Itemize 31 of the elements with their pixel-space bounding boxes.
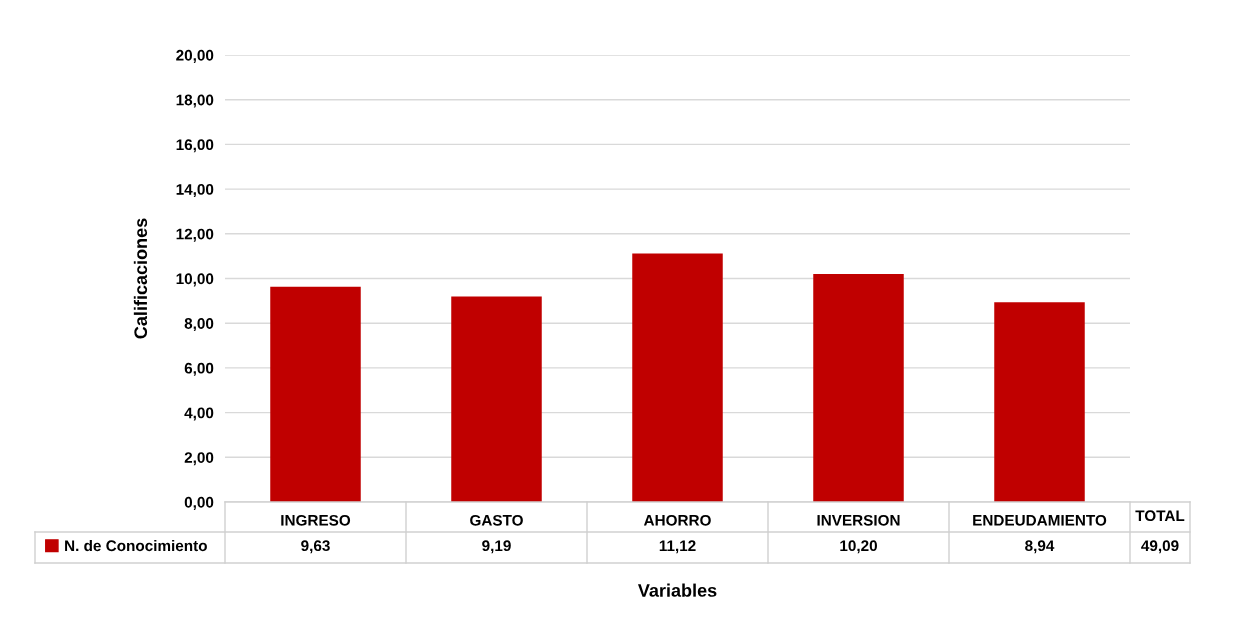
y-tick-label: 0,00 [184, 496, 214, 510]
y-tick-label: 12,00 [176, 228, 214, 242]
y-tick-label: 14,00 [176, 183, 214, 197]
y-tick-label: 16,00 [176, 139, 214, 153]
y-tick-label: 8,00 [184, 318, 214, 332]
y-tick-label: 4,00 [184, 407, 214, 421]
x-tick-label: INGRESO [281, 514, 351, 526]
data-label: 9,19 [482, 540, 511, 554]
bar [813, 274, 904, 502]
text: 49,09 [1141, 540, 1179, 554]
bar [994, 302, 1085, 502]
y-tick-label: 10,00 [176, 273, 214, 287]
x-tick-label: GASTO [470, 514, 523, 526]
text: TOTAL [1135, 510, 1185, 522]
x-tick-label: AHORRO [643, 514, 711, 526]
y-axis-title: Calificaciones [133, 218, 148, 339]
y-tick-label: 20,00 [176, 49, 214, 63]
data-label: 10,20 [840, 540, 877, 554]
legend-label: N. de Conocimiento [65, 539, 207, 552]
y-tick-label: 18,00 [176, 94, 214, 108]
data-label: 8,94 [1025, 540, 1055, 554]
bar [632, 253, 723, 502]
y-tick-label: 6,00 [184, 362, 214, 376]
data-label: 11,12 [659, 540, 696, 554]
bar [451, 296, 542, 502]
data-label: 9,63 [301, 540, 330, 554]
x-tick-label: INVERSION [817, 514, 900, 526]
x-axis-title: Variables [637, 583, 717, 597]
bar [270, 286, 361, 502]
y-tick-label: 2,00 [184, 452, 214, 466]
x-tick-label: ENDEUDAMIENTO [973, 514, 1107, 526]
